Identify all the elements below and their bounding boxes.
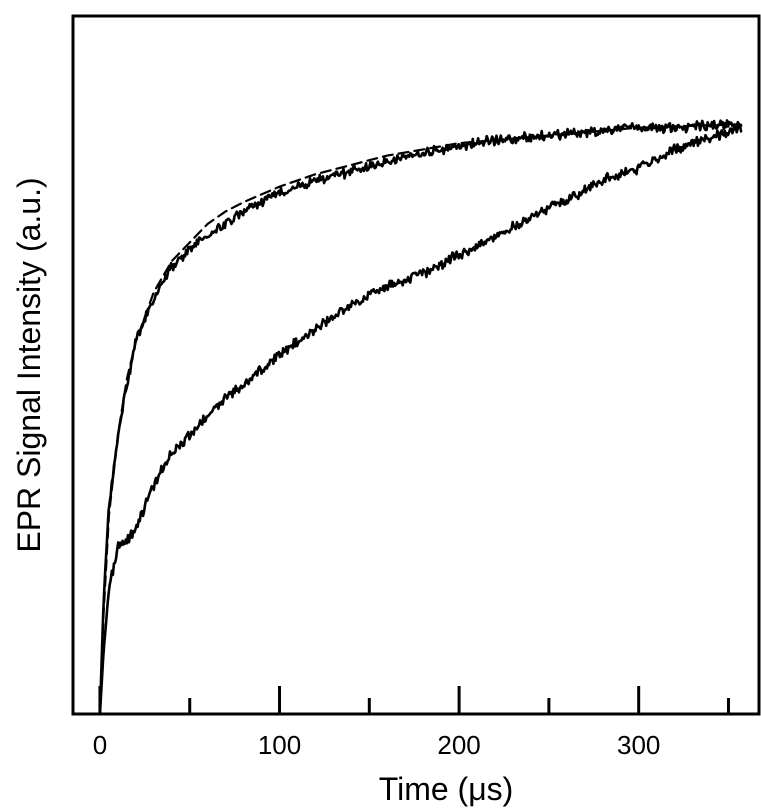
x-tick-label: 0 xyxy=(93,730,107,760)
series-line-dashed-fit xyxy=(98,123,743,716)
x-tick-label: 100 xyxy=(258,730,301,760)
x-axis-tick-labels: 0 100 200 300 xyxy=(93,730,661,760)
plot-frame xyxy=(71,14,761,716)
plot-series-group xyxy=(98,119,743,716)
series-line-solid-3 xyxy=(98,124,743,716)
x-axis-title: Time (μs) xyxy=(379,771,514,807)
x-tick-label: 300 xyxy=(617,730,660,760)
y-axis-title: EPR Signal Intensity (a.u.) xyxy=(11,177,47,552)
x-tick-label: 200 xyxy=(437,730,480,760)
x-axis-ticks xyxy=(98,686,730,714)
series-line-solid-1 xyxy=(98,119,743,716)
